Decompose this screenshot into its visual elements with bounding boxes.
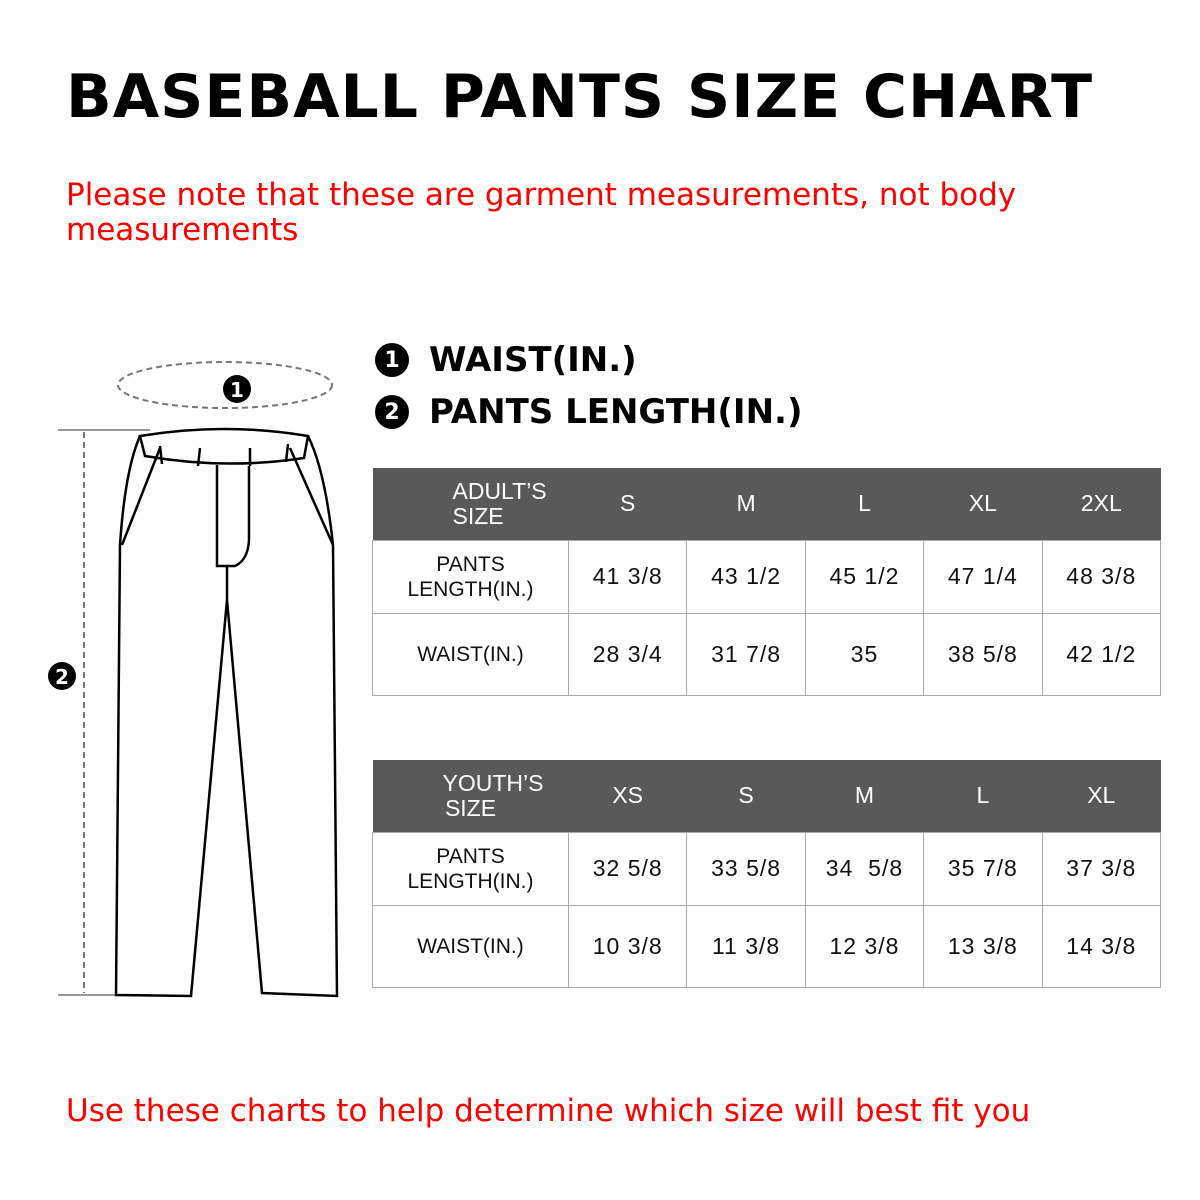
cell: 32 5/8 bbox=[567, 831, 688, 906]
length-marker-text: 2 bbox=[55, 665, 69, 689]
cell: 47 1/4 bbox=[923, 539, 1043, 614]
table-header: ADULT’S SIZE S M L XL 2XL bbox=[372, 468, 1161, 540]
table-row: WAIST(IN.) 10 3/8 11 3/8 12 3/8 13 3/8 1… bbox=[372, 904, 1162, 988]
waist-ellipse bbox=[117, 361, 333, 409]
waist-marker-text: 1 bbox=[230, 378, 244, 402]
length-marker-icon bbox=[48, 662, 76, 690]
size-header: L bbox=[923, 760, 1043, 832]
waist-marker-icon bbox=[223, 375, 251, 403]
legend-length: 2 PANTS LENGTH(IN.) bbox=[375, 392, 803, 432]
cell: 28 3/4 bbox=[567, 612, 688, 696]
size-header: XL bbox=[1042, 760, 1161, 832]
size-header: S bbox=[686, 760, 806, 832]
cell: 34 5/8 bbox=[804, 831, 925, 906]
cell: 37 3/8 bbox=[1041, 831, 1162, 906]
youth-size-table: YOUTH’S SIZE XS S M L XL PANTS LENGTH(IN… bbox=[372, 760, 1162, 988]
size-header: 2XL bbox=[1042, 468, 1161, 540]
cell: 12 3/8 bbox=[804, 904, 925, 988]
cell: 35 bbox=[804, 612, 925, 696]
row-label: PANTS LENGTH(IN.) bbox=[372, 831, 569, 906]
size-header: L bbox=[805, 468, 924, 540]
size-header: XS bbox=[568, 760, 687, 832]
pants-outline bbox=[114, 427, 339, 998]
size-header: M bbox=[805, 760, 924, 832]
cell: 33 5/8 bbox=[686, 831, 806, 906]
size-header: S bbox=[568, 468, 687, 540]
cell: 14 3/8 bbox=[1041, 904, 1162, 988]
table-row: WAIST(IN.) 28 3/4 31 7/8 35 38 5/8 42 1/… bbox=[372, 612, 1162, 696]
number-1-icon: 1 bbox=[375, 343, 409, 377]
cell: 41 3/8 bbox=[567, 539, 688, 614]
legend-waist: 1 WAIST(IN.) bbox=[375, 340, 637, 380]
row-label: WAIST(IN.) bbox=[372, 612, 569, 696]
cell: 43 1/2 bbox=[686, 539, 806, 614]
table-row: PANTS LENGTH(IN.) 32 5/8 33 5/8 34 5/8 3… bbox=[372, 831, 1162, 906]
cell: 38 5/8 bbox=[923, 612, 1043, 696]
cell: 11 3/8 bbox=[686, 904, 806, 988]
page-title: BASEBALL PANTS SIZE CHART bbox=[66, 62, 1094, 132]
cell: 13 3/8 bbox=[923, 904, 1043, 988]
size-header: M bbox=[686, 468, 806, 540]
cell: 10 3/8 bbox=[567, 904, 688, 988]
table-header: YOUTH’S SIZE XS S M L XL bbox=[372, 760, 1161, 832]
legend-label: WAIST(IN.) bbox=[429, 340, 637, 380]
garment-note: Please note that these are garment measu… bbox=[66, 177, 1017, 248]
size-header: XL bbox=[923, 468, 1043, 540]
legend-label: PANTS LENGTH(IN.) bbox=[429, 392, 803, 432]
header-label: ADULT’S SIZE bbox=[372, 468, 569, 540]
row-label: WAIST(IN.) bbox=[372, 904, 569, 988]
cell: 35 7/8 bbox=[923, 831, 1043, 906]
cell: 45 1/2 bbox=[804, 539, 925, 614]
number-2-icon: 2 bbox=[375, 395, 409, 429]
pants-diagram: 1 2 bbox=[48, 361, 339, 998]
cell: 48 3/8 bbox=[1041, 539, 1162, 614]
footer-note: Use these charts to help determine which… bbox=[66, 1093, 1031, 1129]
header-label: YOUTH’S SIZE bbox=[372, 760, 569, 832]
cell: 31 7/8 bbox=[686, 612, 806, 696]
table-row: PANTS LENGTH(IN.) 41 3/8 43 1/2 45 1/2 4… bbox=[372, 539, 1162, 614]
cell: 42 1/2 bbox=[1041, 612, 1162, 696]
adult-size-table: ADULT’S SIZE S M L XL 2XL PANTS LENGTH(I… bbox=[372, 468, 1162, 696]
row-label: PANTS LENGTH(IN.) bbox=[372, 539, 569, 614]
